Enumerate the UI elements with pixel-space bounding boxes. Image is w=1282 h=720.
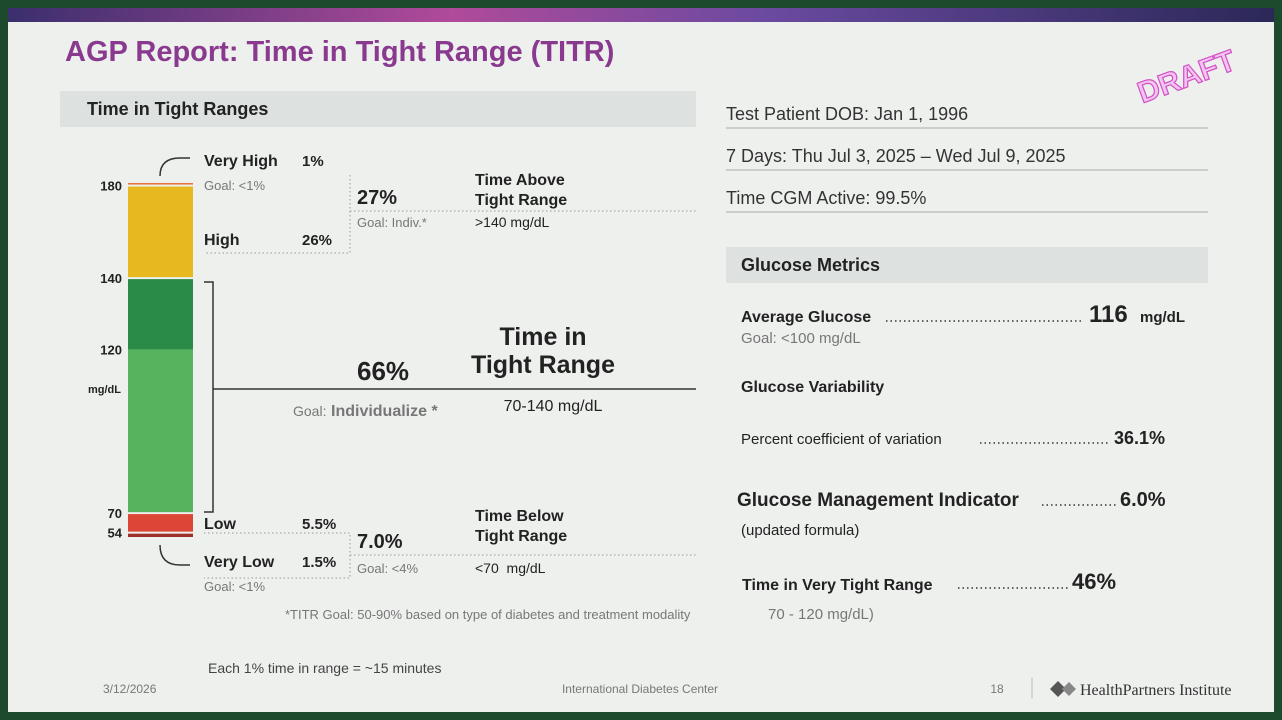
logo-mark	[1050, 681, 1076, 697]
boundary-label: 140	[100, 271, 122, 286]
stacked-bar	[128, 183, 193, 537]
metric-value: 46%	[1072, 569, 1116, 594]
section-heading: Glucose Metrics	[741, 255, 880, 275]
top-strip	[8, 8, 1274, 24]
bar-segment	[128, 349, 193, 513]
diamond	[1062, 682, 1076, 696]
range-pct: 1.5%	[302, 554, 336, 571]
range-name: High	[204, 232, 240, 249]
metric-value: 6.0%	[1120, 489, 1166, 511]
note: Each 1% time in range = ~15 minutes	[208, 660, 441, 676]
group-pct: 27%	[357, 187, 397, 209]
range-pct: 5.5%	[302, 516, 336, 533]
footer-page: 18	[990, 682, 1004, 696]
footer-date: 3/12/2026	[103, 682, 157, 696]
group-goal: Goal:	[293, 403, 326, 419]
group-title: Tight Range	[475, 192, 567, 209]
footnote: *TITR Goal: 50-90% based on type of diab…	[285, 607, 691, 622]
range-name: Low	[204, 516, 237, 533]
boundary-label: 70	[108, 506, 122, 521]
metric-goal: Goal: <100 mg/dL	[741, 330, 861, 347]
boundary-label: 54	[108, 526, 123, 541]
group-goal: Goal: Indiv.*	[357, 215, 427, 230]
metric-unit: mg/dL	[1140, 309, 1185, 326]
rules	[726, 127, 1208, 213]
bar-segment	[128, 514, 193, 532]
bar-segment	[128, 183, 193, 185]
group-title: Time Below	[475, 508, 564, 525]
metric-label: Glucose Management Indicator	[737, 490, 1019, 511]
bracket	[159, 157, 190, 177]
metric-value: 116	[1089, 301, 1128, 328]
metric-note: (updated formula)	[741, 522, 859, 539]
metric-label: Percent coefficient of variation	[741, 431, 942, 448]
group-title: Time in	[499, 323, 586, 351]
metric-label: Average Glucose	[741, 309, 871, 326]
metric-label: Time in Very Tight Range	[742, 577, 933, 594]
metric-note: 70 - 120 mg/dL)	[768, 606, 874, 623]
range-pct: 26%	[302, 232, 332, 249]
group-title: Time Above	[475, 172, 565, 189]
boundary-label: 180	[100, 179, 122, 194]
patient-info: 7 Days: Thu Jul 3, 2025 – Wed Jul 9, 202…	[726, 146, 1066, 166]
boundary-label: 120	[100, 342, 122, 357]
bracket	[159, 544, 190, 566]
diamond	[1050, 681, 1066, 697]
patient-info: Test Patient DOB: Jan 1, 1996	[726, 104, 968, 124]
patient-info: Time CGM Active: 99.5%	[726, 188, 926, 208]
unit-label: mg/dL	[88, 384, 121, 396]
range-goal: Goal: <1%	[204, 579, 266, 594]
title: AGP Report: Time in Tight Range (TITR)	[65, 36, 614, 68]
group-pct: 66%	[357, 356, 409, 386]
range-pct: 1%	[302, 153, 324, 170]
footer-center: International Diabetes Center	[562, 682, 718, 696]
group-range: >140 mg/dL	[475, 214, 550, 230]
dotted-guides	[204, 175, 696, 579]
slide-bg	[8, 22, 1274, 712]
group-goal: Goal: <4%	[357, 561, 419, 576]
group-pct: 7.0%	[357, 531, 403, 553]
logo: HealthPartners Institute	[1080, 682, 1232, 699]
group-title: Tight Range	[471, 351, 615, 379]
bar-segment	[128, 186, 193, 278]
range-name: Very High	[204, 153, 278, 170]
metric-label: Glucose Variability	[741, 379, 884, 396]
heading-band	[60, 91, 696, 127]
group-range: <70 mg/dL	[475, 560, 546, 576]
bracket	[204, 281, 214, 513]
metric-value: 36.1%	[1114, 428, 1165, 448]
group-title: Tight Range	[475, 528, 567, 545]
group-range: 70-140 mg/dL	[504, 398, 603, 415]
range-goal: Goal: <1%	[204, 178, 266, 193]
section-heading: Time in Tight Ranges	[87, 99, 268, 119]
metrics-band	[726, 247, 1208, 283]
bar-segment	[128, 533, 193, 537]
group-goal: Individualize *	[331, 403, 438, 420]
range-name: Very Low	[204, 554, 275, 571]
